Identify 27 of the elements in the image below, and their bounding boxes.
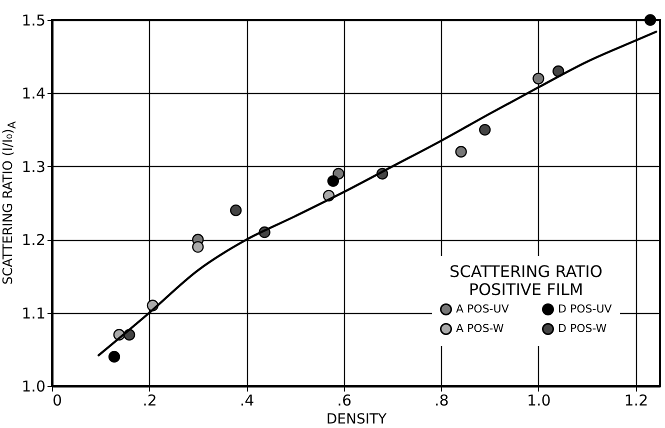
point	[327, 175, 339, 187]
legend-label: D POS-UV	[558, 302, 612, 316]
x-tick-label: .6	[337, 392, 352, 410]
point	[455, 146, 467, 158]
point	[479, 124, 491, 136]
legend-label: A POS-UV	[456, 302, 510, 316]
y-tick-label: 1.4	[22, 84, 46, 103]
point	[192, 241, 204, 253]
point	[230, 204, 242, 216]
legend-label: A POS-W	[456, 322, 504, 335]
x-tick-label: 1.2	[624, 392, 648, 410]
x-tick-label: 0	[52, 392, 62, 410]
point	[532, 72, 544, 84]
y-tick-label: 1.1	[22, 304, 46, 322]
legend-label: D POS-W	[558, 322, 607, 335]
x-axis-title: DENSITY	[326, 412, 388, 428]
y-tick-label: 1.2	[22, 231, 46, 250]
y-tick-label: 1.3	[22, 158, 46, 176]
y-tick-label: 1.5	[22, 12, 46, 30]
x-tick-label: .2	[142, 392, 157, 410]
point	[644, 14, 656, 26]
legend-title: SCATTERING RATIO POSITIVE FILM	[450, 262, 602, 299]
y-tick-label: 1.0	[22, 378, 46, 396]
point	[108, 350, 120, 363]
x-tick-label: .4	[240, 392, 254, 410]
x-tick-label: 1.0	[526, 392, 551, 410]
x-tick-label: .8	[434, 392, 449, 410]
